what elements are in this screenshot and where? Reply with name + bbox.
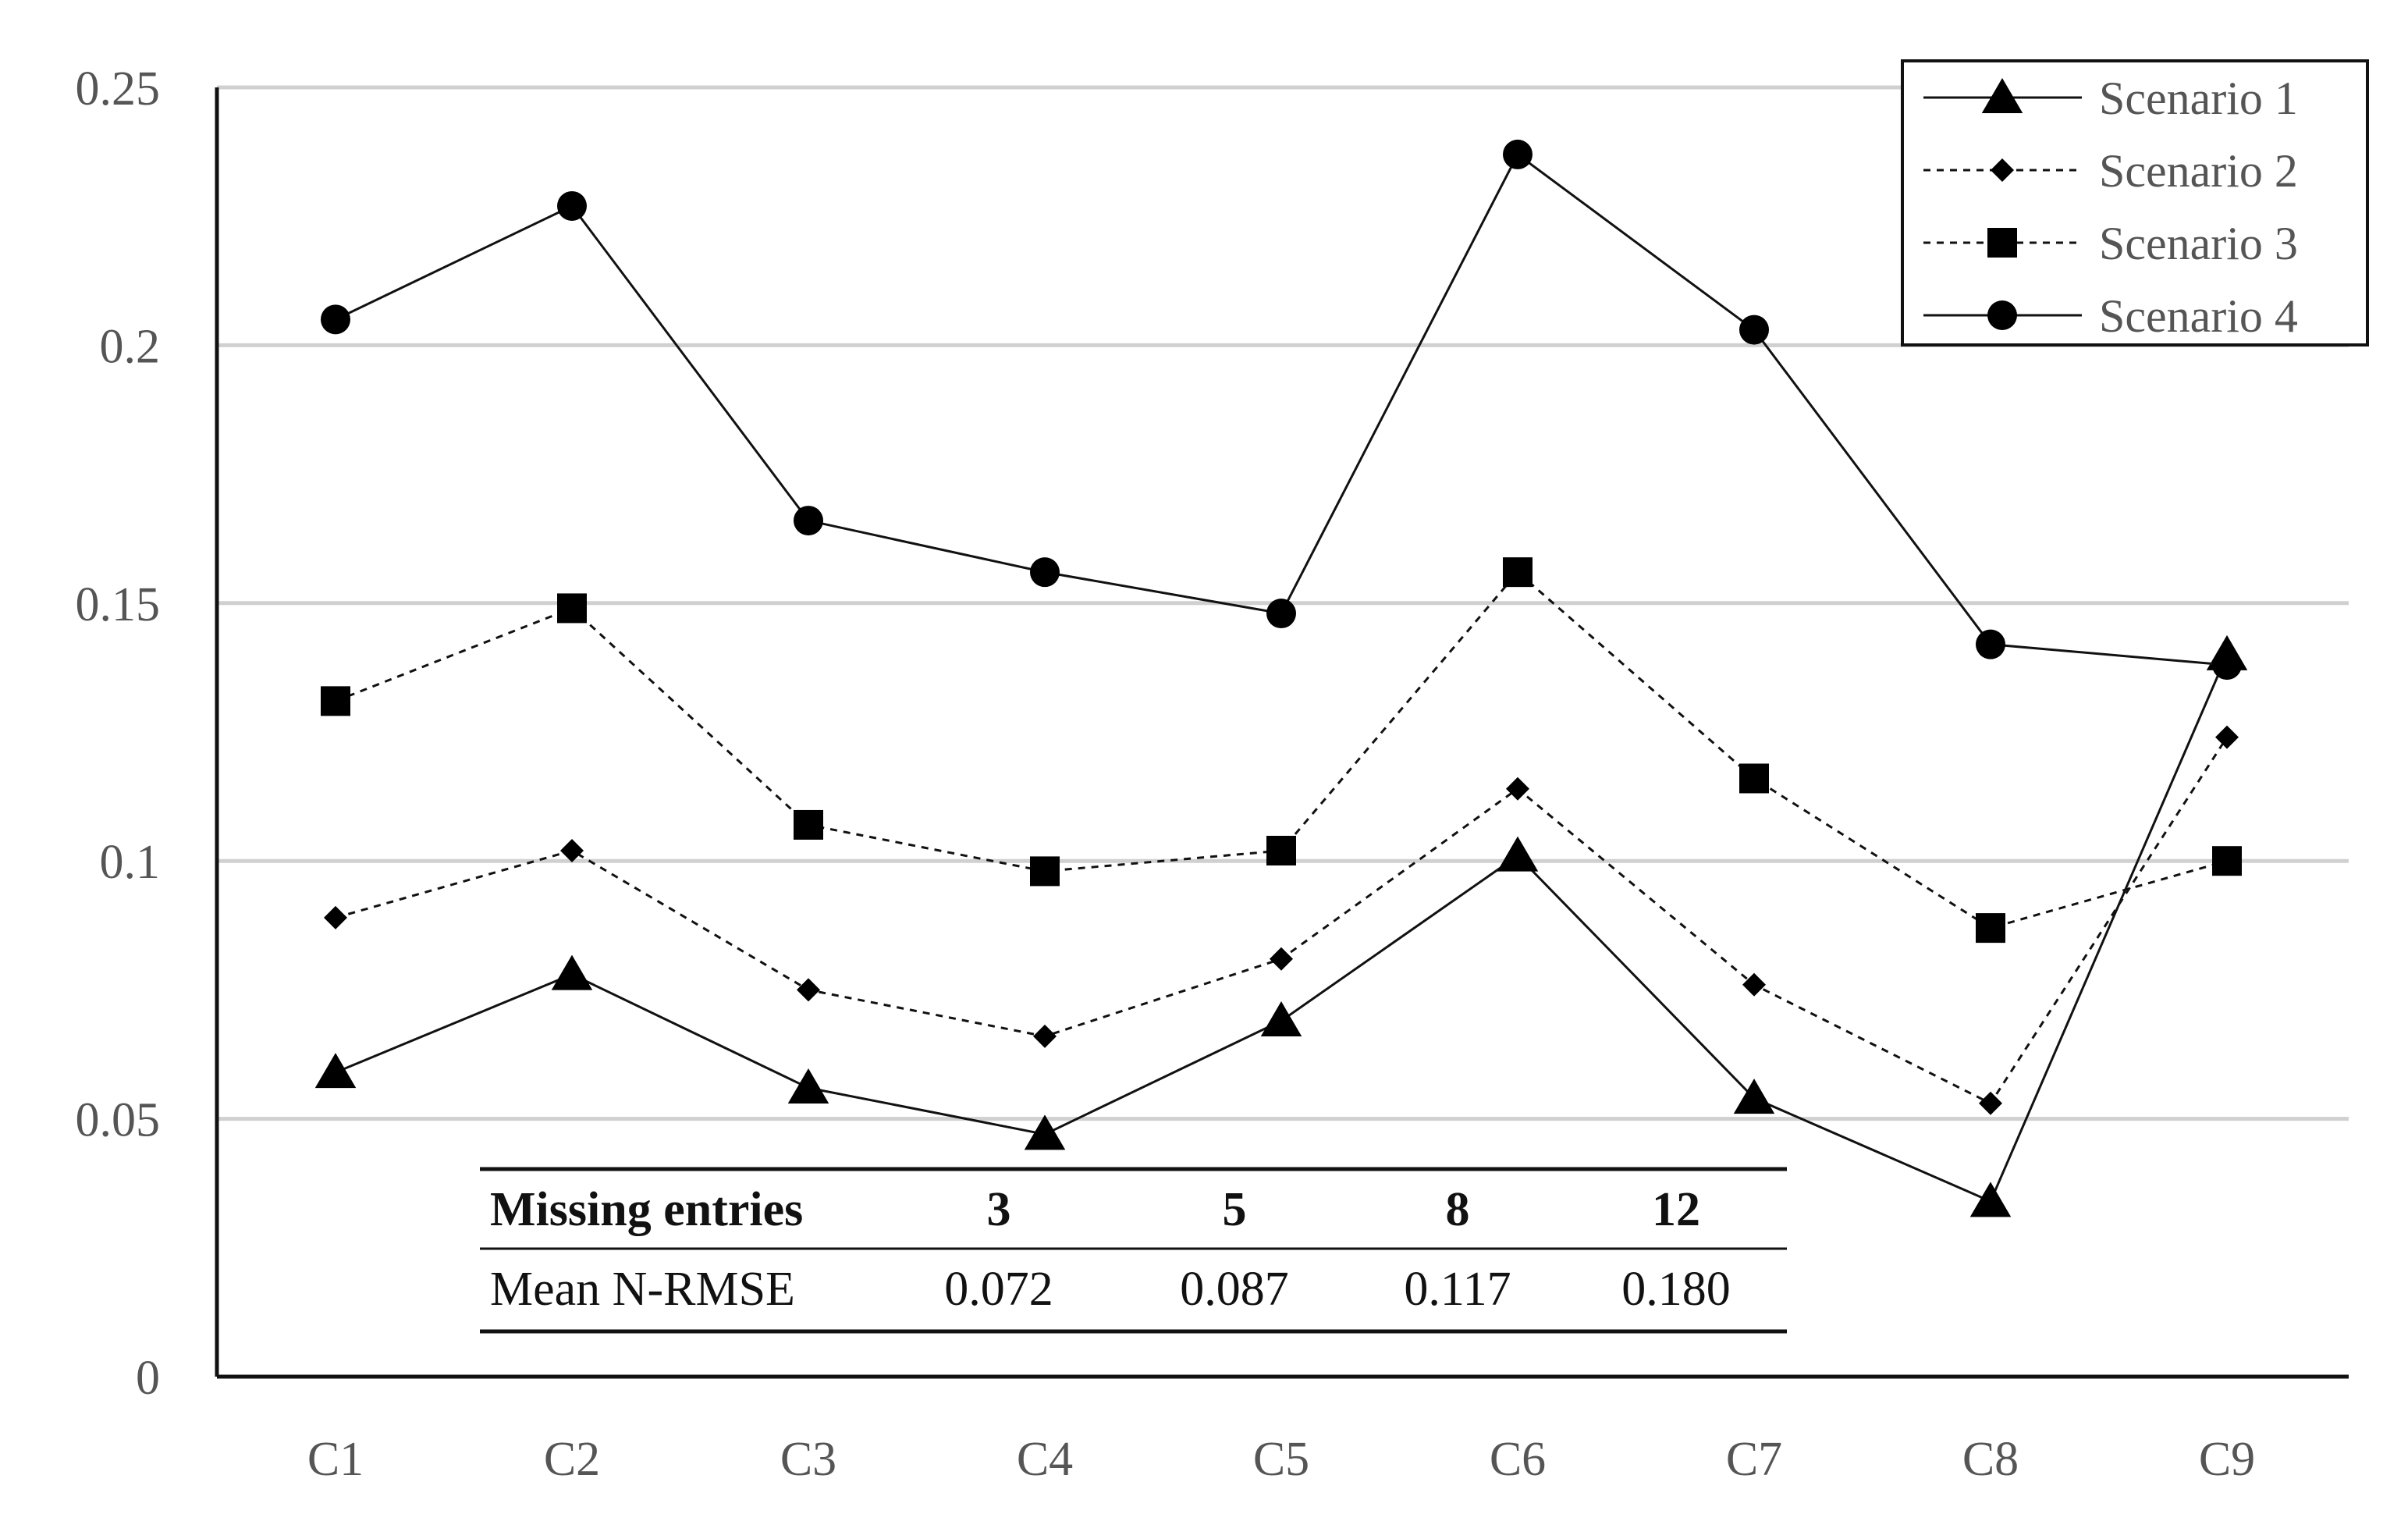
legend-entry-4: Scenario 4 [1923,290,2298,342]
x-tick-label: C9 [2199,1433,2255,1486]
legend-entry-3: Scenario 3 [1923,218,2298,269]
series-3 [321,557,2242,944]
y-tick-label: 0.2 [100,320,161,373]
x-tick-label: C4 [1017,1433,1073,1486]
series-3-point [1266,835,1296,865]
series-3-point [1739,763,1769,794]
series-4-point [2212,650,2242,681]
series-1-point [1497,836,1539,872]
series-4-point [794,506,823,536]
x-axis-ticks: C1 C2 C3 C4 C5 C6 C7 C8 C9 [307,1433,2255,1486]
series-2-point [1742,972,1766,997]
series-3-point [794,809,823,840]
x-tick-label: C2 [544,1433,600,1486]
series-3-point [557,593,587,624]
table-header-cell: 12 [1652,1183,1700,1236]
series-2-point [560,838,584,862]
series-1-point [314,1053,357,1089]
series-1-point [551,954,593,990]
legend-marker-4 [1987,300,2017,330]
axes [215,87,2349,1379]
y-tick-label: 0 [136,1352,160,1405]
table-header-cell: 8 [1446,1183,1470,1236]
legend-label-3: Scenario 3 [2099,218,2298,269]
series-group [314,139,2248,1217]
series-2-point [1979,1091,2002,1115]
x-tick-label: C8 [1962,1433,2019,1486]
series-3-point [2212,846,2242,876]
legend-label-2: Scenario 2 [2099,145,2298,197]
series-1-point [1969,1182,2012,1217]
x-tick-label: C1 [307,1433,364,1486]
series-1 [314,634,2248,1217]
series-4-point [321,304,350,335]
legend-entry-1: Scenario 1 [1923,73,2298,124]
series-2-point [797,978,820,1002]
series-2-line [335,736,2229,1105]
series-2-point [1270,947,1293,971]
series-2-point [1506,777,1529,801]
table-row-cell: 0.072 [944,1263,1053,1316]
legend-label-4: Scenario 4 [2099,290,2298,342]
series-4-point [1976,629,2005,659]
series-1-point [1024,1114,1066,1150]
table-row-cell: 0.180 [1621,1263,1731,1316]
legend-box [1901,59,2369,347]
x-tick-label: C5 [1253,1433,1309,1486]
table-header-cell: 5 [1223,1183,1247,1236]
series-4-point [1030,557,1060,588]
table-header-label: Missing entries [490,1183,803,1236]
table-row-label: Mean N-RMSE [490,1263,795,1316]
series-2-point [324,905,347,929]
series-2-point [2215,725,2239,749]
series-4-point [557,190,587,221]
legend-label-1: Scenario 1 [2099,73,2298,124]
y-tick-label: 0.25 [76,62,161,116]
series-4 [321,139,2242,681]
series-2-point [1033,1024,1057,1048]
series-3-point [1976,913,2005,944]
series-1-point [1260,1001,1302,1037]
series-2 [324,725,2239,1115]
series-3-point [321,686,350,716]
series-1-point [787,1068,829,1104]
series-4-point [1503,139,1533,169]
series-4-point [1739,315,1769,345]
series-3-point [1030,856,1060,887]
legend-marker-2 [1991,158,2014,182]
legend-marker-1 [1981,78,2023,113]
series-1-point [1733,1079,1775,1114]
table-header-cell: 3 [987,1183,1011,1236]
legend-entry-2: Scenario 2 [1923,145,2298,197]
y-tick-label: 0.05 [76,1094,161,1147]
y-tick-label: 0.15 [76,578,161,631]
table-row-cell: 0.087 [1180,1263,1289,1316]
legend: Scenario 1 Scenario 2 Scenario 3 Scenario 4 [1901,59,2369,347]
series-3-point [1503,557,1533,588]
legend-marker-3 [1987,228,2017,258]
x-tick-label: C3 [780,1433,836,1486]
y-tick-label: 0.1 [100,836,161,889]
y-axis-ticks: 0 0.05 0.1 0.15 0.2 0.25 [76,62,161,1405]
inset-table: Missing entries 3 5 8 12 Mean N-RMSE 0.072 0.08… [480,1167,1787,1334]
table-row-cell: 0.117 [1404,1263,1511,1316]
x-tick-label: C6 [1490,1433,1546,1486]
x-tick-label: C7 [1726,1433,1782,1486]
series-4-point [1266,599,1296,629]
